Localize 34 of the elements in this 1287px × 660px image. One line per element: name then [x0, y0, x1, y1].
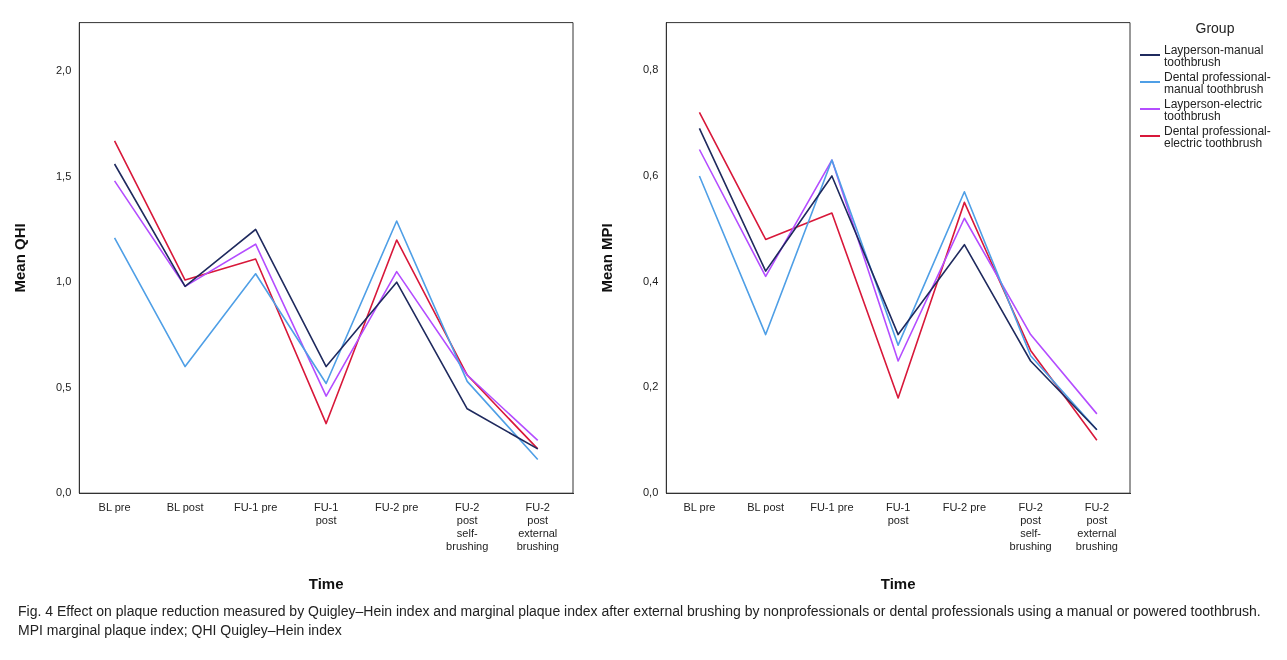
legend-label: Layperson-manual toothbrush: [1164, 43, 1265, 69]
x-tick-label: FU-1 post: [313, 500, 339, 527]
y-tick-label: 0,0: [55, 486, 72, 499]
x-tick-label: FU-2 post external brushing: [1075, 500, 1118, 553]
x-tick-label: FU-2 post external brushing: [516, 500, 559, 553]
x-tick-label: BL post: [166, 500, 204, 513]
y-tick-label: 0,8: [642, 63, 659, 76]
y-tick-label: 0,6: [642, 168, 659, 181]
legend-label: Dental professional-electric toothbrush: [1164, 124, 1272, 150]
caption: Fig. 4 Effect on plaque reduction measured by Quigley–Hein index and marginal plaque index after external brushing by nonprofessionals or dental professionals using a manual or powered toothbrush. MPI marginal plaque index; QHI Quigley–Hein index: [17, 602, 1262, 640]
x-tick-label: FU-2 post self-brushing: [446, 500, 489, 553]
x-axis-title: Time: [880, 575, 916, 593]
legend-label: Layperson-electric toothbrush: [1164, 97, 1264, 123]
x-axis-title: Time: [308, 575, 344, 593]
x-tick-label: FU-2 post self-brushing: [1009, 500, 1052, 553]
y-tick-label: 2,0: [55, 64, 72, 77]
legend-title: Group: [1194, 20, 1236, 36]
y-tick-label: 0,0: [642, 486, 659, 499]
y-tick-label: 0,4: [642, 274, 659, 287]
x-tick-label: BL pre: [98, 500, 131, 513]
y-axis-title: Mean QHI: [11, 223, 29, 293]
x-tick-label: FU-1 post: [885, 500, 911, 527]
y-axis-title: Mean MPI: [598, 223, 616, 293]
x-tick-label: BL pre: [683, 500, 716, 513]
x-tick-label: FU-2 pre: [942, 500, 987, 513]
y-tick-label: 1,0: [55, 275, 72, 288]
y-tick-label: 1,5: [55, 169, 72, 182]
y-tick-label: 0,2: [642, 380, 659, 393]
legend-label: Dental professional-manual toothbrush: [1164, 70, 1272, 96]
x-tick-label: FU-2 pre: [374, 500, 419, 513]
x-tick-label: BL post: [747, 500, 785, 513]
x-tick-label: FU-1 pre: [810, 500, 854, 513]
y-tick-label: 0,5: [55, 380, 72, 393]
x-tick-label: FU-1 pre: [233, 500, 278, 513]
